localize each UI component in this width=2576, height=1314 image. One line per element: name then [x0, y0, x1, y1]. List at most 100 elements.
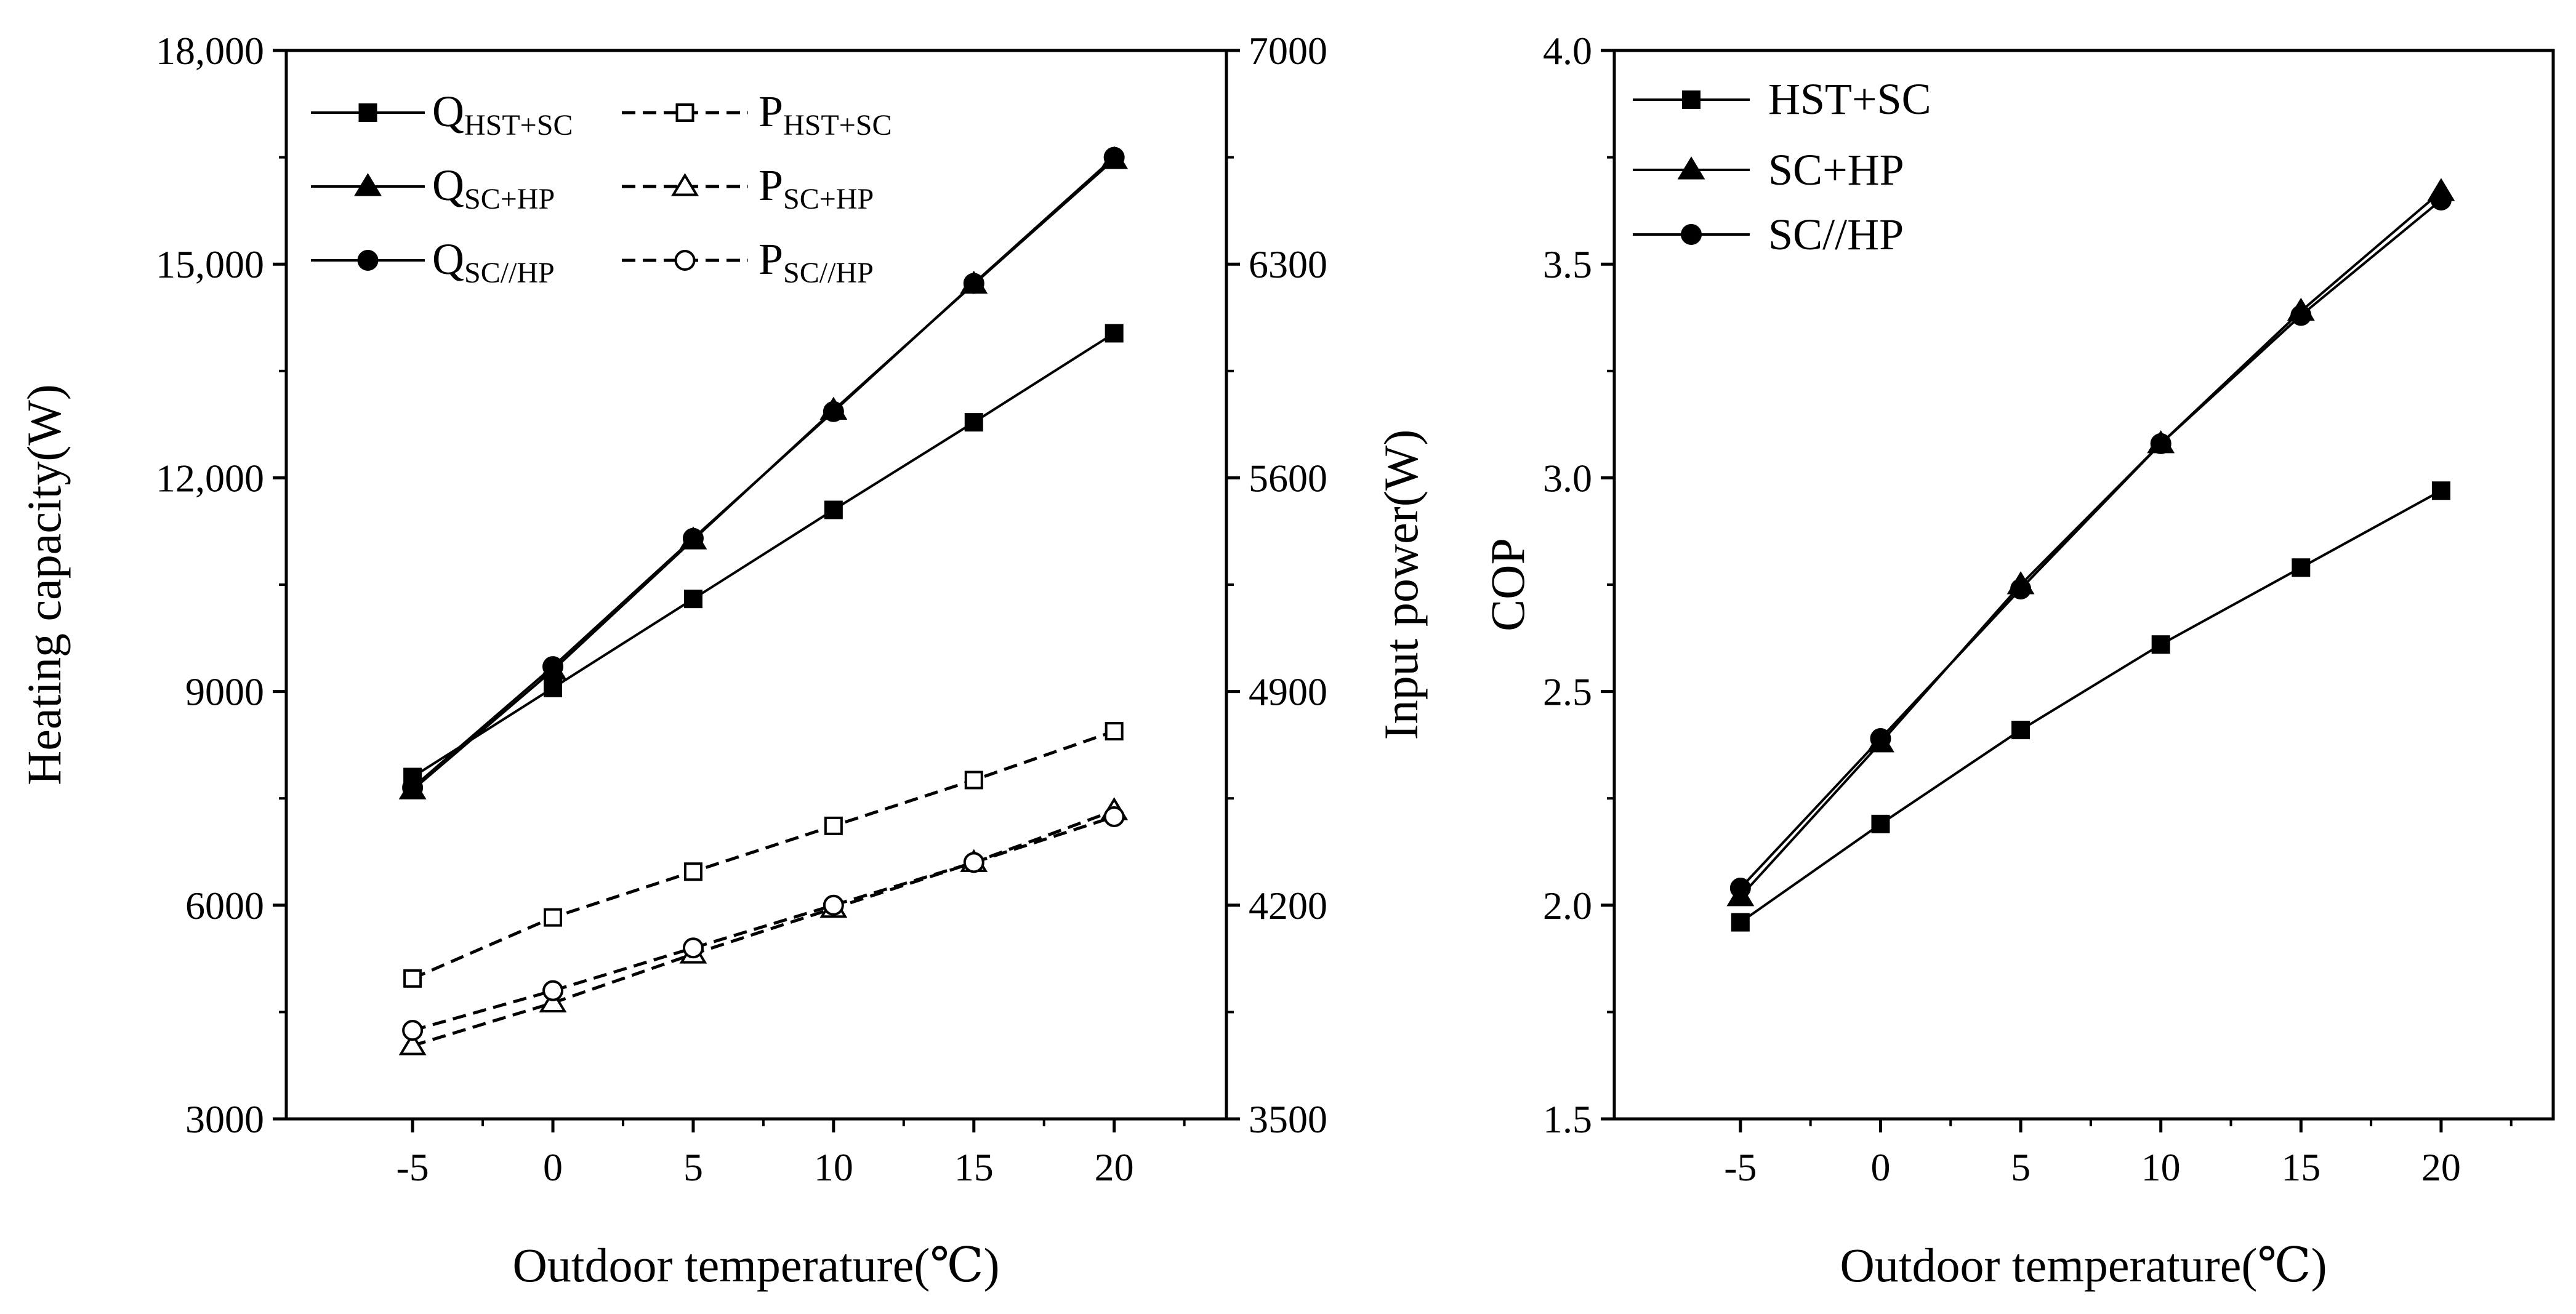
series-markers: [1726, 178, 2455, 932]
legend-marker: [357, 250, 379, 271]
data-point: [1731, 913, 1750, 932]
data-point: [1729, 878, 1751, 899]
data-point: [683, 862, 702, 881]
y2-tick-label: 3500: [1249, 1097, 1327, 1141]
legend-marker: [1677, 156, 1705, 180]
data-point: [2292, 558, 2311, 577]
data-point: [542, 980, 564, 1001]
x-tick-label: -5: [396, 1145, 429, 1189]
series-line: [411, 156, 1116, 789]
y-tick-label: 4.0: [1543, 29, 1592, 73]
y2-tick-label: 5600: [1249, 456, 1327, 500]
legend-subscript: HST+SC: [464, 109, 573, 142]
data-point: [682, 527, 704, 549]
series-lines: [411, 156, 1116, 1048]
legend-label: PSC//HP: [759, 234, 874, 289]
y2-tick-label: 6300: [1249, 242, 1327, 286]
legend-label: PSC+HP: [759, 161, 874, 215]
x-tick-label: -5: [1724, 1145, 1757, 1189]
legend-label: SC+HP: [1768, 145, 1904, 194]
data-point: [824, 816, 843, 835]
series-lines: [1739, 190, 2442, 924]
data-point: [1103, 146, 1125, 168]
data-point: [1105, 324, 1124, 343]
data-point: [2430, 190, 2452, 211]
data-point: [964, 771, 983, 790]
legend-marker: [354, 173, 382, 196]
data-point: [539, 989, 567, 1013]
series-line: [412, 729, 1115, 980]
y-tick-label: 3.0: [1543, 456, 1592, 500]
data-point: [544, 678, 563, 697]
data-point: [403, 969, 422, 988]
data-point: [542, 656, 564, 678]
y-axis-title: COP: [1481, 538, 1534, 631]
y-tick-label: 2.0: [1543, 884, 1592, 927]
x-axis-title: Outdoor temperature(℃): [512, 1238, 999, 1292]
y-tick-label: 6000: [185, 884, 264, 927]
legend-marker: [1682, 90, 1701, 109]
x-tick-label: 0: [543, 1145, 563, 1189]
legend-var: Q: [432, 161, 464, 210]
x-tick-label: 20: [1095, 1145, 1134, 1189]
data-point: [2290, 305, 2312, 326]
y-tick-label: 2.5: [1543, 670, 1592, 714]
legend-marker: [675, 103, 694, 122]
data-point: [964, 413, 983, 432]
data-point: [823, 401, 844, 422]
data-point: [683, 590, 702, 609]
series-line: [1739, 489, 2442, 924]
x-axis-title: Outdoor temperature(℃): [1840, 1238, 2327, 1292]
y2-tick-label: 4900: [1249, 670, 1327, 714]
series-markers: [398, 146, 1129, 1056]
tick-marks: [1601, 49, 2513, 1132]
x-tick-label: 10: [814, 1145, 853, 1189]
y-axis-title: Heating capacity(W): [17, 384, 71, 785]
y-tick-label: 9000: [185, 670, 264, 714]
tick-marks: [273, 49, 1240, 1132]
y-tick-label: 15,000: [156, 242, 264, 286]
data-point: [823, 894, 844, 916]
legend-label: PHST+SC: [759, 87, 892, 142]
x-tick-label: 5: [2011, 1145, 2031, 1189]
data-point: [398, 1032, 427, 1056]
legend-label: QSC+HP: [432, 161, 555, 215]
data-point: [402, 777, 424, 798]
series-line: [412, 332, 1115, 779]
y-tick-label: 1.5: [1543, 1097, 1592, 1141]
data-point: [2150, 433, 2171, 454]
data-point: [2151, 635, 2170, 654]
legend-var: P: [759, 87, 783, 136]
legend-label: SC//HP: [1768, 210, 1904, 259]
series-line: [412, 815, 1115, 1032]
x-tick-label: 10: [2141, 1145, 2181, 1189]
legend-var: Q: [432, 87, 464, 136]
legend-subscript: SC+HP: [783, 183, 874, 215]
data-point: [1103, 806, 1125, 827]
data-point: [963, 273, 984, 294]
legend: [1633, 90, 1750, 245]
data-point: [2011, 721, 2031, 740]
data-point: [1870, 727, 1891, 749]
x-tick-label: 15: [2281, 1145, 2320, 1189]
legend-var: P: [759, 161, 783, 210]
data-point: [402, 1020, 424, 1041]
x-tick-label: 15: [954, 1145, 994, 1189]
legend: [311, 103, 748, 271]
legend-label: HST+SC: [1768, 74, 1931, 124]
legend-marker: [1681, 224, 1702, 245]
y2-axis-title: Input power(W): [1374, 430, 1428, 740]
data-point: [544, 908, 563, 927]
legend-subscript: SC//HP: [783, 257, 874, 289]
heating-power-chart: -5 0 5 10 15 20 3000 6000 9000 12,000 15…: [17, 29, 1428, 1292]
y-tick-label: 18,000: [156, 29, 264, 73]
y2-tick-label: 4200: [1249, 884, 1327, 927]
legend-var: Q: [432, 234, 464, 284]
x-tick-label: 20: [2421, 1145, 2461, 1189]
data-point: [2010, 578, 2032, 599]
series-line: [1739, 199, 2442, 889]
data-point: [1871, 814, 1890, 833]
data-point: [1105, 722, 1124, 741]
x-tick-label: 5: [683, 1145, 703, 1189]
